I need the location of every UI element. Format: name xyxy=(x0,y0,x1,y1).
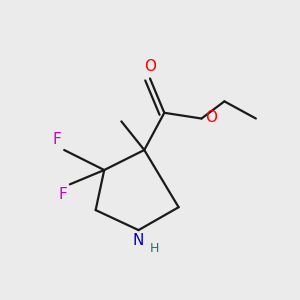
Text: H: H xyxy=(150,242,159,255)
Text: O: O xyxy=(205,110,217,125)
Text: F: F xyxy=(58,187,67,202)
Text: O: O xyxy=(144,59,156,74)
Text: N: N xyxy=(133,233,144,248)
Text: F: F xyxy=(52,132,61,147)
